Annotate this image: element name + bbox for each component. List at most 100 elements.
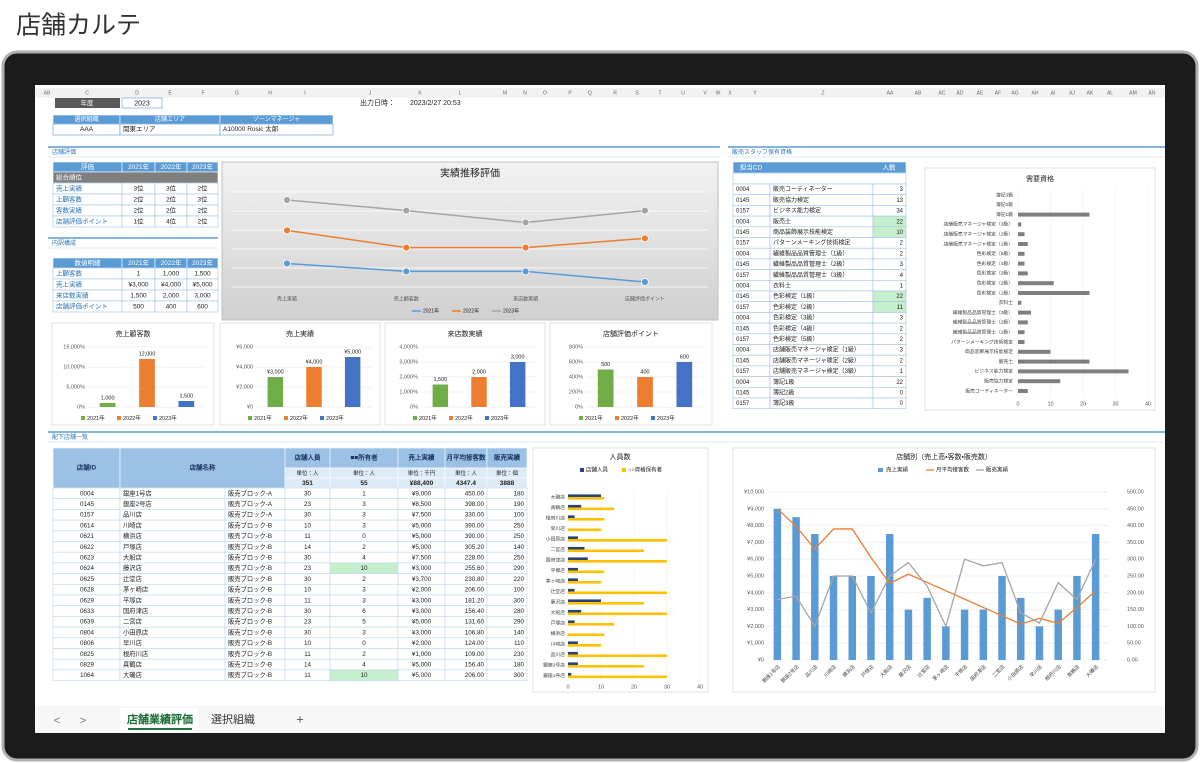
y-tick-label: 1,000% bbox=[399, 389, 418, 395]
point bbox=[402, 267, 411, 276]
y2-tick-label: 300.00 bbox=[1127, 557, 1144, 563]
y2-tick-label: 50.00 bbox=[1127, 641, 1141, 647]
legend-swatch bbox=[579, 416, 583, 420]
table-cell-text: 真鶴店 bbox=[123, 659, 142, 668]
header-cell: 店舗ID bbox=[76, 463, 97, 472]
table-cell-text: 30 bbox=[304, 629, 312, 636]
sheet-tab[interactable]: 選択組織 bbox=[211, 712, 255, 726]
chart-title: 人員数 bbox=[610, 452, 631, 461]
table-cell-text: ¥1,000 bbox=[412, 651, 432, 658]
bar bbox=[568, 546, 585, 550]
table-cell-text: 1 bbox=[900, 369, 904, 375]
year-value[interactable]: 2023 bbox=[134, 100, 150, 107]
sheet-tab[interactable]: 店舗業績評価 bbox=[127, 712, 193, 726]
y-tick-label: 衣料士 bbox=[999, 299, 1014, 306]
table-cell-text: ¥3,700 bbox=[412, 576, 432, 583]
table-cell-text: 横浜店 bbox=[123, 531, 142, 540]
bar bbox=[792, 517, 800, 660]
table-cell-text: 販売ブロック-A bbox=[228, 488, 273, 497]
bar bbox=[1018, 359, 1090, 364]
bar bbox=[568, 609, 582, 613]
chart-title: 店舗評価ポイント bbox=[603, 329, 659, 338]
tab-next[interactable]: > bbox=[80, 715, 86, 727]
unit-cell: 単位：人 bbox=[353, 469, 376, 477]
table-cell-text: 106.80 bbox=[465, 629, 485, 636]
y-tick-label: パターンメーキング技術検定 bbox=[951, 338, 1013, 345]
table-cell bbox=[55, 98, 120, 108]
column-letter: AK bbox=[1087, 90, 1094, 96]
table-cell-text: ¥3,000 bbox=[412, 608, 432, 615]
column-letter: P bbox=[568, 90, 572, 96]
section-title: 販売スタッフ保有資格 bbox=[732, 148, 792, 156]
table-cell-text: 0 bbox=[900, 401, 904, 407]
header-cell: 評価 bbox=[81, 162, 95, 171]
table-cell-text: ¥5,000 bbox=[193, 282, 213, 289]
bar bbox=[1018, 261, 1025, 266]
table-cell-text: 簿記3級 bbox=[773, 399, 794, 407]
table-cell-text: 110 bbox=[514, 640, 525, 647]
table-cell bbox=[872, 397, 907, 409]
column-letter: Y bbox=[753, 90, 757, 96]
table-cell-text: 色彩検定（5級） bbox=[773, 335, 818, 343]
table-cell-text: 2 bbox=[362, 576, 366, 583]
y-tick-label: 店舗販売マネージャ検定（1級） bbox=[944, 240, 1014, 247]
x-tick-label: 0 bbox=[566, 684, 569, 690]
tab-add[interactable]: + bbox=[296, 711, 304, 726]
table-cell-text: 3 bbox=[900, 348, 904, 354]
table-cell-text: 3,000 bbox=[194, 293, 211, 300]
legend-label: 2023年 bbox=[657, 414, 675, 422]
table-cell-text: 5 bbox=[362, 619, 366, 626]
page-title: 店舗カルテ bbox=[16, 12, 141, 40]
table-cell bbox=[486, 669, 528, 681]
y2-tick-label: 0.00 bbox=[1127, 657, 1138, 663]
table-cell-text: 店舗販売マネージャ検定（3級） bbox=[773, 367, 860, 375]
table-cell-text: 川崎店 bbox=[123, 520, 142, 529]
y-tick-label: ¥3,000 bbox=[747, 607, 764, 613]
total-cell: 4347.4 bbox=[456, 480, 476, 487]
table-cell-text: 販売ブロック-B bbox=[228, 552, 272, 561]
column-letter: AD bbox=[957, 90, 964, 96]
x-tick-label: 20 bbox=[631, 684, 637, 690]
point bbox=[521, 267, 530, 276]
table-cell-text: 3位 bbox=[197, 195, 208, 204]
bar bbox=[1018, 349, 1051, 354]
table-cell-text: 11 bbox=[897, 305, 904, 311]
header-cell: 売上実績 bbox=[409, 453, 436, 462]
table-cell-text: 250 bbox=[513, 522, 524, 529]
column-letter: V bbox=[703, 90, 707, 96]
table-cell-text: 180 bbox=[513, 490, 524, 497]
y-tick-label: ¥6,000 bbox=[747, 557, 764, 563]
data-label: 1,000 bbox=[101, 395, 115, 401]
table-cell-text: 販売ブロック-A bbox=[228, 510, 273, 519]
legend-swatch bbox=[449, 416, 453, 420]
y-tick-label: 銀座2号店 bbox=[543, 661, 565, 668]
table-cell-text: 228.00 bbox=[465, 554, 485, 561]
table-cell-text: 30 bbox=[304, 554, 312, 561]
bar bbox=[848, 576, 856, 660]
total-cell: 55 bbox=[360, 480, 368, 487]
legend-label: 販売実績 bbox=[986, 465, 1009, 473]
legend-label: 2021年 bbox=[419, 414, 437, 422]
table-cell-text: 1,500 bbox=[130, 293, 147, 300]
table-cell-text: 156.40 bbox=[465, 608, 485, 615]
header-cell: 2023年 bbox=[192, 162, 213, 171]
bar bbox=[568, 602, 644, 605]
column-letter: G bbox=[235, 90, 239, 96]
bar bbox=[998, 576, 1006, 660]
table-cell-text: 根府川店 bbox=[123, 649, 148, 658]
point bbox=[641, 206, 649, 215]
y-tick-label: ビジネス能力検定 bbox=[975, 368, 1014, 375]
column-letter: L bbox=[459, 90, 462, 96]
table-cell-text: 3 bbox=[362, 501, 366, 508]
y-tick-label: 平塚店 bbox=[551, 567, 566, 574]
table-cell-text: 0 bbox=[900, 390, 904, 396]
org-value: AAA bbox=[80, 126, 94, 133]
bar bbox=[1018, 281, 1054, 286]
table-cell-text: 2位 bbox=[166, 206, 177, 215]
table-cell-text: ¥5,000 bbox=[412, 522, 432, 529]
table-cell-text: 販売ブロック-B bbox=[228, 649, 272, 658]
tab-prev[interactable]: < bbox=[54, 715, 60, 727]
table-cell-text: 124.00 bbox=[465, 640, 485, 647]
column-letter: AF bbox=[995, 90, 1001, 96]
table-cell-text: 0145 bbox=[736, 358, 750, 364]
